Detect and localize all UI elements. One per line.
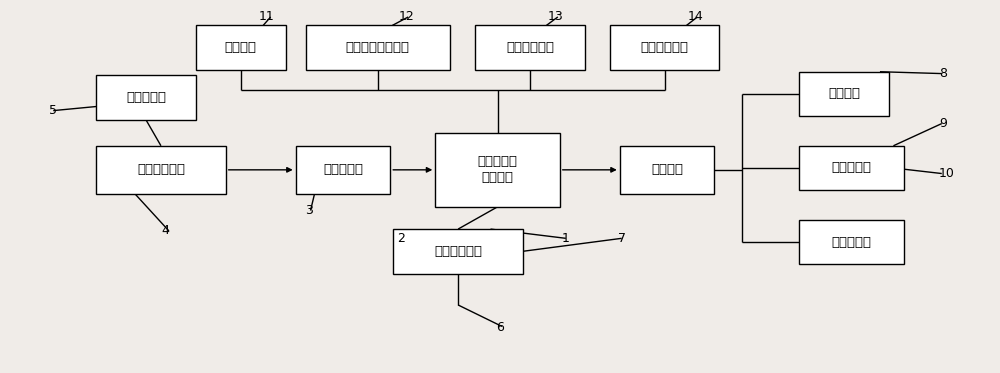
Text: 语音报警器: 语音报警器 [832, 162, 872, 175]
Text: 电话通信端: 电话通信端 [832, 235, 872, 248]
Text: 11: 11 [259, 10, 274, 23]
Text: 6: 6 [496, 321, 504, 334]
Text: 2: 2 [397, 232, 405, 245]
Bar [196, 25, 286, 70]
Text: 7: 7 [618, 232, 626, 245]
Text: 9: 9 [939, 117, 947, 130]
Bar [393, 229, 523, 273]
Bar [475, 25, 585, 70]
Text: 3: 3 [306, 204, 313, 217]
Bar [96, 75, 196, 120]
Text: 分析模块: 分析模块 [651, 163, 683, 176]
Text: 10: 10 [939, 167, 955, 180]
Text: 远程操作端: 远程操作端 [126, 91, 166, 104]
Bar [296, 146, 390, 194]
Text: 数据存储模块: 数据存储模块 [434, 245, 482, 258]
Text: 1: 1 [562, 232, 570, 245]
Text: 13: 13 [548, 10, 564, 23]
Bar [306, 25, 450, 70]
Text: 4: 4 [161, 225, 169, 238]
Text: 12: 12 [398, 10, 414, 23]
Text: 5: 5 [49, 104, 57, 117]
Text: 室内环境监控系统: 室内环境监控系统 [346, 41, 410, 54]
Bar [610, 25, 719, 70]
Text: 14: 14 [687, 10, 703, 23]
Bar [435, 133, 560, 207]
Bar [620, 146, 714, 194]
Bar [799, 146, 904, 190]
Text: 配电系统: 配电系统 [225, 41, 257, 54]
Bar [799, 220, 904, 264]
Text: 安防监控系统: 安防监控系统 [641, 41, 689, 54]
Text: 智能控制端
监控主机: 智能控制端 监控主机 [478, 155, 518, 184]
Text: 无线路由端: 无线路由端 [323, 163, 363, 176]
Text: 身份验证模块: 身份验证模块 [137, 163, 185, 176]
Bar [799, 72, 889, 116]
Bar [96, 146, 226, 194]
Text: 火灾监控系统: 火灾监控系统 [506, 41, 554, 54]
Text: 8: 8 [939, 67, 947, 80]
Text: 打印模块: 打印模块 [828, 87, 860, 100]
